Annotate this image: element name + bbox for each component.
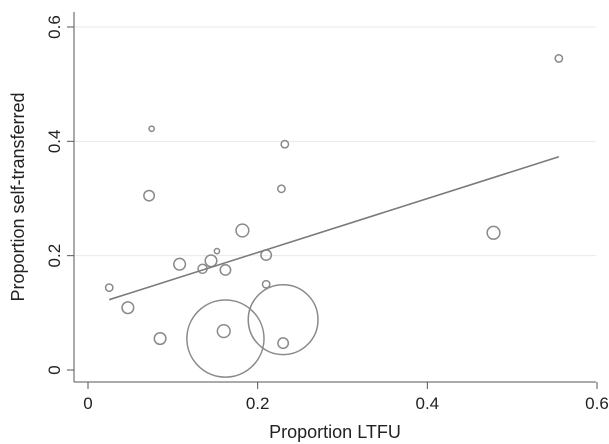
data-point [143, 189, 156, 202]
fit-line [108, 156, 560, 301]
data-point [153, 331, 167, 346]
y-tick-label: 0.4 [45, 130, 64, 154]
y-axis-ticks: 0 0.2 0.4 0.6 [45, 15, 74, 375]
data-point [554, 54, 564, 63]
data-point [173, 257, 187, 271]
data-point [121, 301, 135, 315]
data-point [280, 139, 290, 149]
y-axis-title: Proportion self-transferred [8, 92, 28, 301]
data-point [219, 264, 232, 276]
data-point [261, 279, 271, 289]
data-point [247, 284, 319, 356]
data-point [277, 337, 290, 350]
data-point [186, 299, 265, 378]
data-point [235, 223, 250, 238]
x-tick-label: 0.2 [246, 394, 270, 413]
y-tick-label: 0 [45, 365, 64, 374]
x-tick-label: 0.6 [585, 394, 609, 413]
data-point [204, 254, 218, 268]
x-tick-label: 0.4 [416, 394, 440, 413]
data-point [486, 225, 501, 240]
x-tick-label: 0 [83, 394, 92, 413]
data-point [276, 184, 286, 194]
y-tick-label: 0.2 [45, 244, 64, 268]
data-point [216, 324, 231, 339]
x-axis-ticks: 0 0.2 0.4 0.6 [83, 382, 609, 413]
y-tick-label: 0.6 [45, 15, 64, 39]
data-point [148, 125, 155, 133]
data-points [104, 54, 564, 378]
fit-line-group [108, 156, 560, 301]
data-point [104, 283, 114, 293]
data-point [213, 247, 221, 255]
axes [73, 12, 596, 383]
grid-lines [74, 26, 596, 257]
x-axis-title: Proportion LTFU [269, 422, 401, 442]
